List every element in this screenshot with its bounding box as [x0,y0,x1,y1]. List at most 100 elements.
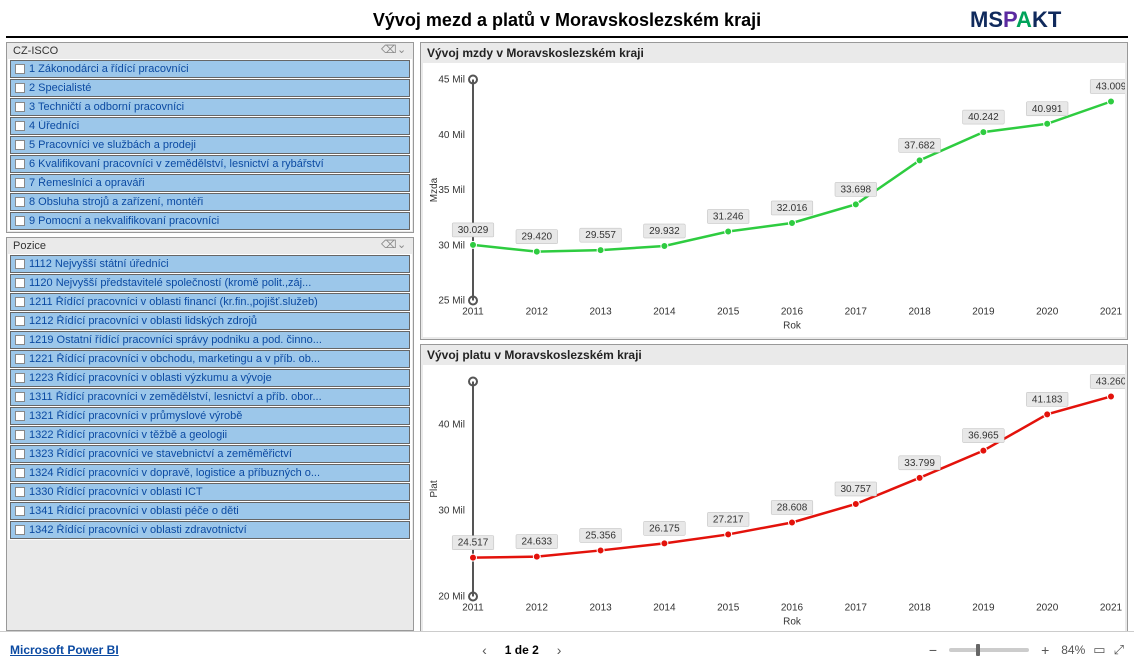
slicer-item[interactable]: 1311 Řídící pracovníci v zemědělství, le… [10,388,410,406]
checkbox-icon[interactable] [15,159,25,169]
checkbox-icon[interactable] [15,102,25,112]
slicer-item[interactable]: 9 Pomocní a nekvalifikovaní pracovníci [10,212,410,230]
slicer-item[interactable]: 7 Řemeslníci a opraváři [10,174,410,192]
slicer-item[interactable]: 1219 Ostatní řídící pracovníci správy po… [10,331,410,349]
checkbox-icon[interactable] [15,297,25,307]
checkbox-icon[interactable] [15,411,25,421]
page-indicator: 1 de 2 [505,643,539,657]
svg-text:2019: 2019 [972,603,995,614]
slicer-item-label: 1 Zákonodárci a řídící pracovníci [29,63,189,75]
svg-text:41.183: 41.183 [1032,394,1063,405]
svg-text:40.242: 40.242 [968,112,999,123]
slicer-item[interactable]: 1324 Řídící pracovníci v dopravě, logist… [10,464,410,482]
slicer-item-label: 1211 Řídící pracovníci v oblasti financí… [29,296,318,308]
checkbox-icon[interactable] [15,335,25,345]
next-page-button[interactable]: › [553,638,566,662]
slicer-item[interactable]: 1341 Řídící pracovníci v oblasti péče o … [10,502,410,520]
svg-text:33.799: 33.799 [904,458,935,469]
slicer-item[interactable]: 1212 Řídící pracovníci v oblasti lidskýc… [10,312,410,330]
slicer-item[interactable]: 4 Úředníci [10,117,410,135]
svg-text:2018: 2018 [908,307,931,318]
powerbi-link[interactable]: Microsoft Power BI [10,643,119,657]
svg-text:35 Mil: 35 Mil [438,185,465,196]
slicer-pozice-title: Pozice [13,240,46,252]
slicer-item[interactable]: 1322 Řídící pracovníci v těžbě a geologi… [10,426,410,444]
checkbox-icon[interactable] [15,487,25,497]
chart-mzda-body[interactable]: 25 Mil30 Mil35 Mil40 Mil45 MilMzda201120… [423,63,1125,337]
slicer-item[interactable]: 1 Zákonodárci a řídící pracovníci [10,60,410,78]
svg-text:24.517: 24.517 [458,538,489,549]
svg-text:30 Mil: 30 Mil [438,506,465,517]
slicer-item-label: 9 Pomocní a nekvalifikovaní pracovníci [29,215,219,227]
svg-text:40 Mil: 40 Mil [438,420,465,431]
slicer-isco-list[interactable]: 1 Zákonodárci a řídící pracovníci 2 Speci… [8,59,412,231]
zoom-slider[interactable] [949,648,1029,652]
checkbox-icon[interactable] [15,506,25,516]
checkbox-icon[interactable] [15,216,25,226]
chart-plat-card: Vývoj platu v Moravskoslezském kraji 20 … [420,344,1128,631]
checkbox-icon[interactable] [15,373,25,383]
svg-text:29.557: 29.557 [585,230,616,241]
svg-text:2013: 2013 [589,307,612,318]
slicer-item[interactable]: 6 Kvalifikovaní pracovníci v zemědělství… [10,155,410,173]
svg-text:2014: 2014 [653,603,676,614]
checkbox-icon[interactable] [15,178,25,188]
slicer-item-label: 1311 Řídící pracovníci v zemědělství, le… [29,391,322,403]
checkbox-icon[interactable] [15,354,25,364]
zoom-in-button[interactable]: + [1037,642,1053,658]
slicer-item-label: 5 Pracovníci ve službách a prodeji [29,139,196,151]
slicer-pozice-header: Pozice ⌫ ⌄ [7,238,413,254]
checkbox-icon[interactable] [15,121,25,131]
prev-page-button[interactable]: ‹ [478,638,491,662]
slicer-item[interactable]: 8 Obsluha strojů a zařízení, montéři [10,193,410,211]
chart-plat-body[interactable]: 20 Mil30 Mil40 MilPlat201120122013201420… [423,365,1125,631]
fullscreen-icon[interactable]: ⤢ [1114,642,1124,658]
slicer-item[interactable]: 3 Techničtí a odborní pracovníci [10,98,410,116]
checkbox-icon[interactable] [15,83,25,93]
svg-text:20 Mil: 20 Mil [438,592,465,603]
svg-text:28.608: 28.608 [777,502,808,513]
slicer-item[interactable]: 1323 Řídící pracovníci ve stavebnictví a… [10,445,410,463]
checkbox-icon[interactable] [15,259,25,269]
svg-text:40 Mil: 40 Mil [438,130,465,141]
svg-text:2020: 2020 [1036,307,1059,318]
slicer-item[interactable]: 1221 Řídící pracovníci v obchodu, market… [10,350,410,368]
zoom-controls: − + 84% ▭ ⤢ [925,642,1124,658]
checkbox-icon[interactable] [15,64,25,74]
slicer-pozice-list[interactable]: 1112 Nejvyšší státní úředníci 1120 Nejvyš… [8,254,412,540]
slicer-item[interactable]: 2 Specialisté [10,79,410,97]
slicer-item[interactable]: 1330 Řídící pracovníci v oblasti ICT [10,483,410,501]
slicer-item-label: 1120 Nejvyšší představitelé společností … [29,277,311,289]
checkbox-icon[interactable] [15,140,25,150]
checkbox-icon[interactable] [15,197,25,207]
checkbox-icon[interactable] [15,316,25,326]
fit-to-page-icon[interactable]: ▭ [1093,642,1105,658]
clear-icon[interactable]: ⌫ [381,240,393,252]
slicer-item[interactable]: 1342 Řídící pracovníci v oblasti zdravot… [10,521,410,539]
checkbox-icon[interactable] [15,525,25,535]
slicer-item[interactable]: 1112 Nejvyšší státní úředníci [10,255,410,273]
zoom-out-button[interactable]: − [925,642,941,658]
svg-text:45 Mil: 45 Mil [438,75,465,86]
brand-logo: MSPAKT [970,6,1120,37]
slicer-item-label: 1219 Ostatní řídící pracovníci správy po… [29,334,322,346]
checkbox-icon[interactable] [15,430,25,440]
slicer-item[interactable]: 1120 Nejvyšší představitelé společností … [10,274,410,292]
slicer-item-label: 1341 Řídící pracovníci v oblasti péče o … [29,505,239,517]
slicer-item[interactable]: 1321 Řídící pracovníci v průmyslové výro… [10,407,410,425]
checkbox-icon[interactable] [15,449,25,459]
clear-icon[interactable]: ⌫ [381,45,393,57]
chevron-down-icon[interactable]: ⌄ [397,240,409,252]
svg-text:2012: 2012 [526,603,549,614]
slicer-item[interactable]: 5 Pracovníci ve službách a prodeji [10,136,410,154]
slicer-item[interactable]: 1223 Řídící pracovníci v oblasti výzkumu… [10,369,410,387]
svg-text:36.965: 36.965 [968,431,999,442]
svg-text:33.698: 33.698 [841,184,872,195]
checkbox-icon[interactable] [15,392,25,402]
svg-text:2019: 2019 [972,307,995,318]
checkbox-icon[interactable] [15,278,25,288]
checkbox-icon[interactable] [15,468,25,478]
svg-text:2018: 2018 [908,603,931,614]
slicer-item[interactable]: 1211 Řídící pracovníci v oblasti financí… [10,293,410,311]
chevron-down-icon[interactable]: ⌄ [397,45,409,57]
